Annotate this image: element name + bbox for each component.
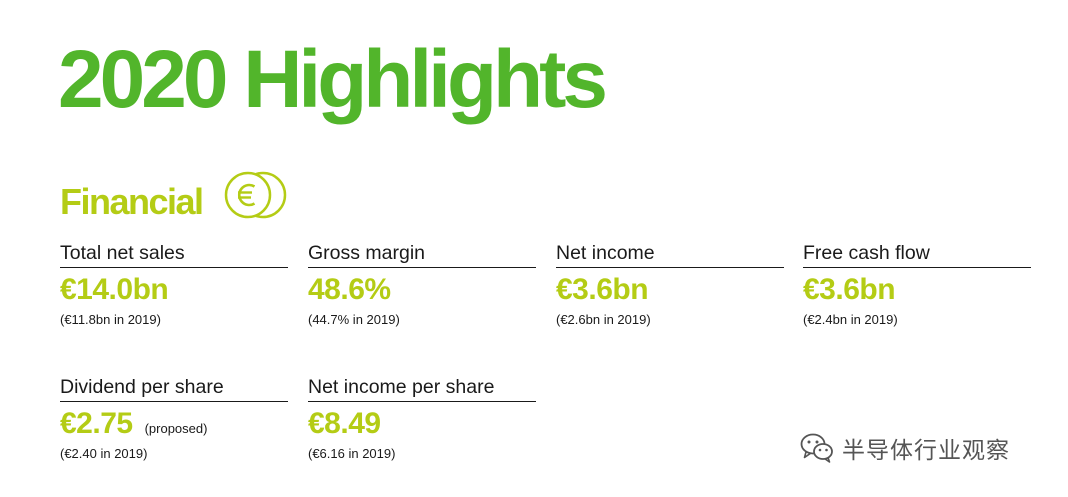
section-title: Financial: [60, 181, 204, 222]
metric-label: Free cash flow: [803, 242, 930, 264]
metric-divider: [556, 267, 784, 268]
page-title: 2020 Highlights: [58, 34, 608, 125]
metric-value: €3.6bn: [556, 273, 649, 306]
metric-total-net-sales: Total net sales €14.0bn (€11.8bn in 2019…: [60, 240, 288, 329]
metric-value: €8.49: [308, 407, 381, 440]
metric-comparison: (€6.16 in 2019): [308, 446, 396, 461]
metric-label: Gross margin: [308, 242, 426, 264]
metric-dividend-per-share: Dividend per share €2.75 (proposed) (€2.…: [60, 374, 288, 463]
metric-comparison: (€2.4bn in 2019): [803, 312, 898, 327]
watermark-text: 半导体行业观察: [842, 438, 1010, 464]
metric-comparison: (€2.40 in 2019): [60, 446, 148, 461]
metric-divider: [60, 267, 288, 268]
metric-divider: [308, 267, 536, 268]
metric-net-income-per-share: Net income per share €8.49 (€6.16 in 201…: [308, 374, 536, 463]
watermark: 半导体行业观察: [800, 430, 1010, 466]
metric-label: Total net sales: [60, 242, 185, 264]
financial-section-heading: Financial: [60, 168, 289, 232]
metric-comparison: (€2.6bn in 2019): [556, 312, 651, 327]
metric-label: Dividend per share: [60, 376, 224, 398]
metric-label: Net income: [556, 242, 655, 264]
euro-coins-icon: [224, 171, 286, 219]
metric-value: €14.0bn: [60, 273, 169, 306]
metric-value: €2.75: [60, 407, 133, 440]
metric-net-income: Net income €3.6bn (€2.6bn in 2019): [556, 240, 784, 329]
metric-divider: [803, 267, 1031, 268]
metric-value: 48.6%: [308, 273, 391, 306]
metric-note: (proposed): [144, 421, 208, 436]
metric-gross-margin: Gross margin 48.6% (44.7% in 2019): [308, 240, 536, 329]
metric-comparison: (44.7% in 2019): [308, 312, 400, 327]
metric-divider: [308, 401, 536, 402]
metric-value: €3.6bn: [803, 273, 896, 306]
metric-divider: [60, 401, 288, 402]
metric-label: Net income per share: [308, 376, 495, 398]
metric-comparison: (€11.8bn in 2019): [60, 312, 161, 327]
metric-free-cash-flow: Free cash flow €3.6bn (€2.4bn in 2019): [803, 240, 1031, 329]
wechat-icon: [800, 433, 833, 463]
